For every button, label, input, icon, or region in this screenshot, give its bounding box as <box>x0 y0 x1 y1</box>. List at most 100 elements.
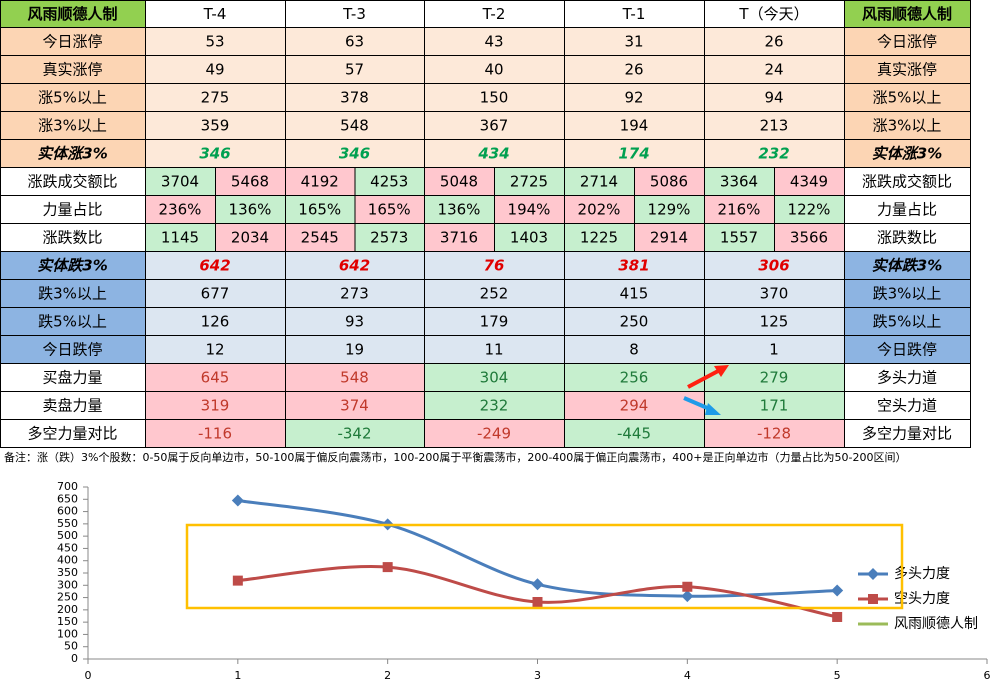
cell <box>0 111 146 140</box>
cell <box>145 27 286 56</box>
cell <box>285 167 356 196</box>
cell <box>424 55 565 84</box>
red-arrow-head <box>714 365 729 377</box>
cell <box>145 167 216 196</box>
value-text: 2914 <box>650 229 688 247</box>
y-tick-label: 450 <box>57 541 78 554</box>
value-text: 273 <box>340 285 369 303</box>
value-text: 2573 <box>370 229 408 247</box>
value-text: 359 <box>201 117 230 135</box>
value-text: 213 <box>760 117 789 135</box>
cell <box>0 0 146 28</box>
cell <box>844 0 971 28</box>
value-text: 76 <box>484 257 505 275</box>
value-text: -116 <box>198 425 232 443</box>
x-tick-label: 3 <box>534 669 541 682</box>
cell <box>354 167 425 196</box>
cell <box>564 363 705 392</box>
value-text: 250 <box>620 313 649 331</box>
header-text: T-2 <box>482 5 506 23</box>
marker-diamond <box>231 494 244 507</box>
value-text: 381 <box>618 257 649 275</box>
cell <box>0 419 146 448</box>
value-text: 2034 <box>231 229 269 247</box>
cell <box>844 251 971 280</box>
value-text: 548 <box>340 369 369 387</box>
cell <box>0 391 146 420</box>
row-label-right: 空头力道 <box>877 397 937 415</box>
value-text: 294 <box>620 397 649 415</box>
cell <box>145 195 216 224</box>
value-text: 236% <box>159 201 202 219</box>
row-label-right: 涨5%以上 <box>873 89 942 107</box>
cell <box>844 83 971 112</box>
cell <box>564 27 705 56</box>
legend-label: 空头力度 <box>894 591 950 607</box>
row-label-right: 涨跌数比 <box>877 229 937 247</box>
value-text: 8 <box>629 341 639 359</box>
value-text: 346 <box>199 145 230 163</box>
cell <box>424 279 565 308</box>
row-label: 力量占比 <box>42 201 102 219</box>
cell <box>145 419 286 448</box>
cell <box>424 307 565 336</box>
value-text: 252 <box>480 285 509 303</box>
row-label: 多空力量对比 <box>27 425 117 443</box>
marker-square <box>832 611 843 622</box>
value-text: 150 <box>480 89 509 107</box>
cell <box>215 167 286 196</box>
row-label: 跌3%以上 <box>38 285 107 303</box>
row-label-right: 涨3%以上 <box>873 117 942 135</box>
cell <box>704 167 775 196</box>
y-tick-label: 600 <box>57 505 78 518</box>
value-text: 179 <box>480 313 509 331</box>
marker-square <box>682 581 693 592</box>
cell <box>0 335 146 364</box>
cell <box>704 27 845 56</box>
value-text: 1225 <box>580 229 618 247</box>
cell <box>0 27 146 56</box>
marker-square <box>868 594 878 604</box>
y-tick-label: 250 <box>57 591 78 604</box>
value-text: 4349 <box>790 173 828 191</box>
value-text: 367 <box>480 117 509 135</box>
value-text: 136% <box>229 201 272 219</box>
red-arrow <box>687 368 721 389</box>
cell <box>704 223 775 252</box>
cell <box>424 195 495 224</box>
value-text: 3704 <box>161 173 199 191</box>
y-tick-label: 50 <box>64 640 78 653</box>
marker-square <box>232 575 243 586</box>
cell <box>0 251 146 280</box>
value-text: 122% <box>788 201 831 219</box>
row-label: 今日涨停 <box>42 33 102 51</box>
value-text: 11 <box>484 341 503 359</box>
cell <box>564 83 705 112</box>
cell <box>285 0 425 28</box>
cell <box>145 55 286 84</box>
cell <box>494 223 565 252</box>
header-text: 风雨顺德人制 <box>862 5 952 23</box>
cell <box>145 0 286 28</box>
cell <box>424 139 565 168</box>
x-tick-label: 0 <box>85 669 92 682</box>
row-label-right: 今日跌停 <box>877 341 937 359</box>
row-label-right: 今日涨停 <box>877 33 937 51</box>
value-text: 3716 <box>440 229 478 247</box>
y-tick-label: 700 <box>57 480 78 493</box>
value-text: 94 <box>764 89 783 107</box>
value-text: -249 <box>477 425 511 443</box>
cell <box>424 83 565 112</box>
value-text: 40 <box>484 61 503 79</box>
cell <box>704 139 845 168</box>
value-text: -128 <box>757 425 791 443</box>
marker-diamond <box>831 584 844 597</box>
row-label-right: 跌5%以上 <box>873 313 942 331</box>
cell <box>424 251 565 280</box>
y-tick-label: 300 <box>57 578 78 591</box>
value-text: 415 <box>620 285 649 303</box>
cell <box>564 55 705 84</box>
value-text: 26 <box>624 61 643 79</box>
cell <box>424 335 565 364</box>
